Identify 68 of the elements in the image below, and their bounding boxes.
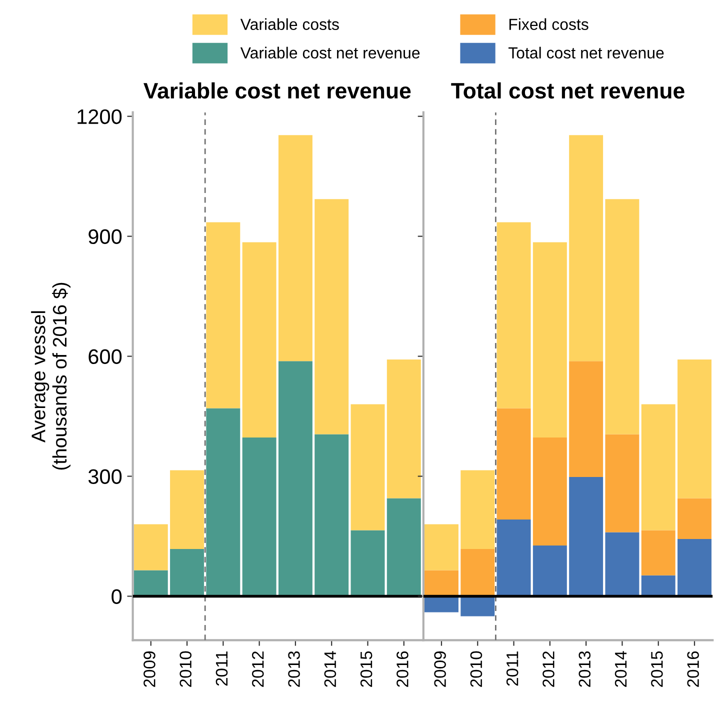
legend-label: Variable cost net revenue — [240, 46, 420, 59]
bar — [496, 408, 531, 520]
y-axis-title: Average vessel (thousands of 2016 $) — [31, 282, 70, 470]
chart-title: Variable cost net revenue — [144, 82, 411, 99]
bar — [460, 596, 495, 616]
bar — [314, 434, 349, 596]
legend-label: Total cost net revenue — [508, 46, 664, 59]
y-tick-label: 600 — [88, 349, 122, 364]
bar — [206, 222, 240, 408]
bar — [605, 434, 640, 532]
y-tick-label: 900 — [88, 229, 122, 244]
x-tick-label: 2012 — [252, 651, 264, 687]
x-tick-label: 2010 — [180, 651, 192, 687]
bar — [424, 570, 458, 596]
x-tick-label: 2015 — [651, 651, 663, 687]
bar — [170, 470, 204, 550]
x-tick-label: 2013 — [288, 651, 300, 687]
y-tick-label: 1200 — [78, 109, 122, 124]
x-tick-label: 2014 — [324, 651, 336, 687]
bar — [532, 242, 567, 438]
bar — [678, 498, 712, 540]
bar — [569, 477, 604, 596]
x-tick-label: 2009 — [434, 651, 446, 687]
bar — [206, 408, 240, 596]
bar — [278, 135, 312, 362]
x-tick-label: 2011 — [506, 651, 518, 686]
bar — [424, 524, 458, 570]
x-tick-label: 2016 — [396, 651, 408, 687]
legend-label: Fixed costs — [509, 18, 588, 30]
bar — [424, 596, 458, 612]
bar — [532, 545, 567, 596]
bar — [460, 549, 495, 596]
x-tick-label: 2009 — [144, 651, 156, 687]
x-tick-label: 2010 — [470, 651, 482, 687]
bar — [605, 532, 640, 596]
bar — [605, 199, 640, 434]
bar — [678, 359, 712, 498]
bar — [386, 359, 421, 498]
bar — [641, 404, 676, 530]
y-tick-label: 300 — [88, 469, 122, 484]
x-tick-label: 2014 — [614, 651, 627, 687]
bar — [314, 199, 349, 434]
bar — [569, 361, 604, 478]
y-tick-label: 0 — [112, 589, 122, 604]
bar — [278, 361, 312, 596]
bar — [134, 524, 168, 570]
bar — [242, 242, 276, 438]
bar — [496, 222, 531, 408]
bar — [350, 404, 385, 530]
bar — [170, 549, 204, 596]
bar — [641, 575, 676, 596]
bar — [242, 437, 276, 596]
bar — [386, 498, 421, 596]
legend-label: Variable costs — [240, 18, 339, 30]
bar — [641, 530, 676, 576]
x-tick-label: 2013 — [578, 651, 591, 687]
bar — [134, 570, 168, 596]
chart-title: Total cost net revenue — [451, 82, 684, 99]
x-tick-label: 2012 — [542, 651, 554, 687]
bar — [532, 437, 567, 546]
bar — [460, 470, 495, 550]
bar — [496, 519, 531, 596]
x-tick-label: 2011 — [216, 651, 228, 686]
bar — [350, 530, 385, 596]
bar — [569, 135, 604, 362]
bar — [678, 539, 712, 596]
x-tick-label: 2016 — [687, 651, 699, 687]
x-tick-label: 2015 — [360, 651, 372, 687]
